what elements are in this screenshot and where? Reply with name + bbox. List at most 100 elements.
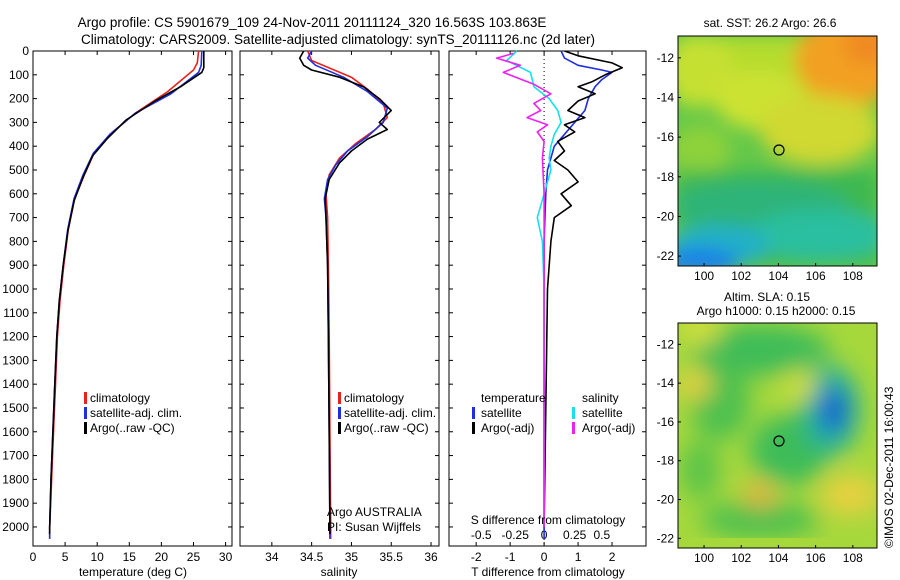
- y-tick-label: 1700: [2, 449, 29, 463]
- legend-swatch-t-argo: [472, 422, 475, 434]
- sla-map-title2: Argo h1000: 0.15 h2000: 0.15: [697, 304, 856, 318]
- x-tick-label: 5: [62, 550, 69, 564]
- x2-tick-label: -0.5: [471, 528, 492, 542]
- map-y-tick-label: -22: [657, 531, 675, 545]
- x2-tick-label: 0.5: [594, 528, 611, 542]
- legend-swatch-argo: [338, 422, 341, 434]
- x-tick-label: 34: [265, 550, 279, 564]
- map-y-tick-label: -14: [657, 90, 675, 104]
- y-tick-label: 2000: [2, 520, 29, 534]
- temperature-legend: climatology satellite-adj. clim. Argo(..…: [84, 391, 182, 435]
- x-tick-label: 10: [91, 550, 105, 564]
- temperature-panel: 0100200300400500600700800900100011001200…: [2, 44, 232, 579]
- legend-label-s-satellite: satellite: [582, 406, 623, 420]
- y-tick-label: 1600: [2, 425, 29, 439]
- legend-title-temperature: temperature: [481, 391, 546, 405]
- map-x-tick-label: 102: [731, 551, 751, 565]
- series-line-argo-raw-qc: [298, 50, 393, 535]
- map-y-tick-label: -18: [657, 454, 675, 468]
- sst-map: sat. SST: 26.2 Argo: 26.6 100 102 104 106 10…: [657, 16, 878, 283]
- y-tick-label: 800: [9, 234, 29, 248]
- salinity-panel: 34 34.5 35 35.5 36 climatology satellite-adj…: [239, 50, 440, 579]
- argo-location-marker: [773, 435, 785, 447]
- x-tick-label: 30: [219, 550, 233, 564]
- map-x-tick-label: 106: [806, 269, 826, 283]
- x-tick-label: 0: [541, 550, 548, 564]
- y-tick-label: 300: [9, 115, 29, 129]
- legend-label-s-argo: Argo(-adj): [582, 421, 635, 435]
- legend-label-climatology: climatology: [344, 391, 404, 405]
- y-tick-label: 400: [9, 139, 29, 153]
- series-line-argo-raw-qc: [48, 51, 205, 535]
- sla-field: [678, 323, 877, 548]
- x-tick-label: 35: [345, 550, 359, 564]
- y-tick-label: 100: [9, 68, 29, 82]
- x-tick-label: 20: [155, 550, 169, 564]
- y-tick-label: 1400: [2, 377, 29, 391]
- y-tick-label: 0: [22, 44, 29, 58]
- map-y-tick-label: -14: [657, 376, 675, 390]
- map-x-tick-label: 104: [768, 551, 788, 565]
- x-tick-label: 36: [424, 550, 438, 564]
- series-line-t-satellite: [543, 50, 613, 539]
- difference-legend: temperature satellite Argo(-adj) salinit…: [472, 391, 635, 435]
- y-tick-label: 200: [9, 92, 29, 106]
- x-tick-label: 1: [575, 550, 582, 564]
- map-x-tick-label: 100: [694, 551, 714, 565]
- legend-swatch-satellite: [84, 407, 87, 419]
- map-y-tick-label: -20: [657, 493, 675, 507]
- map-y-tick-label: -18: [657, 170, 675, 184]
- map-x-tick-label: 100: [694, 269, 714, 283]
- salinity-xlabel: salinity: [321, 565, 358, 579]
- difference-xlabel-salinity: S difference from climatology: [471, 513, 626, 527]
- series-line-s-satellite: [505, 50, 562, 527]
- map-y-tick-label: -20: [657, 209, 675, 223]
- legend-swatch-t-satellite: [472, 407, 475, 419]
- footer-timestamp: ©IMOS 02-Dec-2011 16:00:43: [882, 386, 896, 548]
- legend-swatch-argo: [84, 422, 87, 434]
- legend-title-salinity: salinity: [582, 391, 619, 405]
- map-x-tick-label: 108: [843, 551, 863, 565]
- annotation-pi: PI: Susan Wijffels: [327, 520, 421, 534]
- x-tick-label: 2: [609, 550, 616, 564]
- map-y-tick-label: -12: [657, 337, 675, 351]
- x-tick-label: 34.5: [300, 550, 324, 564]
- x-tick-label: 15: [123, 550, 137, 564]
- y-tick-label: 700: [9, 211, 29, 225]
- legend-swatch-climatology: [84, 392, 87, 404]
- map-y-tick-label: -22: [657, 249, 675, 263]
- legend-label-satellite: satellite-adj. clim.: [344, 406, 436, 420]
- legend-label-climatology: climatology: [90, 391, 150, 405]
- x2-tick-label: 0.25: [563, 528, 587, 542]
- map-y-tick-label: -16: [657, 415, 675, 429]
- y-tick-label: 1900: [2, 496, 29, 510]
- y-tick-label: 1800: [2, 472, 29, 486]
- y-tick-label: 500: [9, 163, 29, 177]
- x-tick-label: 0: [30, 550, 37, 564]
- legend-label-t-satellite: satellite: [481, 406, 522, 420]
- header-line1: Argo profile: CS 5901679_109 24-Nov-2011…: [78, 15, 547, 30]
- salinity-legend: climatology satellite-adj. clim. Argo(..…: [338, 391, 436, 435]
- y-tick-label: 1000: [2, 282, 29, 296]
- map-x-tick-label: 104: [768, 269, 788, 283]
- map-y-tick-label: -16: [657, 130, 675, 144]
- header-line2: Climatology: CARS2009. Satellite-adjuste…: [81, 32, 595, 47]
- y-tick-label: 1300: [2, 353, 29, 367]
- argo-location-marker: [773, 144, 785, 156]
- salinity-axes: [239, 50, 440, 547]
- y-tick-label: 900: [9, 258, 29, 272]
- sst-field: [678, 36, 877, 266]
- legend-swatch-climatology: [338, 392, 341, 404]
- difference-panel: -2 -1 0 1 2 -0.5 -0.25 0 0.25 0.5 temperature sa…: [448, 50, 647, 579]
- legend-label-t-argo: Argo(-adj): [481, 421, 534, 435]
- sla-map-title1: Altim. SLA: 0.15: [724, 290, 810, 304]
- series-line-s-argo-adj: [495, 52, 552, 527]
- sst-map-title: sat. SST: 26.2 Argo: 26.6: [704, 16, 837, 30]
- temperature-axes: [32, 50, 233, 547]
- y-tick-label: 600: [9, 187, 29, 201]
- legend-swatch-satellite: [338, 407, 341, 419]
- map-x-tick-label: 102: [731, 269, 751, 283]
- annotation-argo-australia: Argo AUSTRALIA: [327, 505, 422, 519]
- legend-swatch-s-argo: [572, 422, 575, 434]
